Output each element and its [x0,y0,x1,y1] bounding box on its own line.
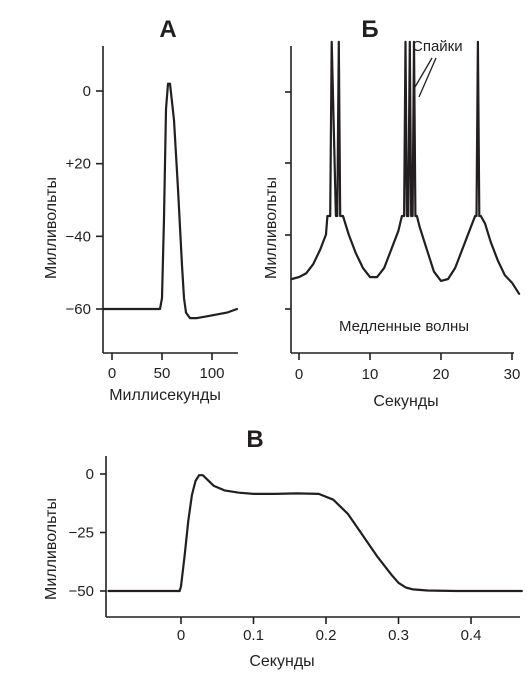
panel-c-x-tick-label: 0.2 [316,627,337,644]
panel-a-action-potential-line [102,82,239,320]
panel-b-spikes-leader-1 [414,57,433,88]
panel-c-y-axis-title: Милливольты [43,498,60,600]
panel-b-slow-waves-annotation: Медленные волны [339,318,469,335]
panel-a-x-tick-label: 100 [199,365,224,382]
panel-c-x-ticks: 0 0.1 0.2 0.3 0.4 [177,617,482,644]
panel-b-y-axis-title: Милливольты [263,177,280,279]
panel-c-y-tick-label: −50 [69,583,94,600]
panel-b-spikes-annotation: Спайки [412,38,463,55]
panel-a-label: А [159,16,176,43]
panel-c-x-tick-label: 0.4 [461,627,482,644]
panel-c: В 0 −25 −50 0 0.1 0.2 0.3 0.4 Милливольты Секу… [43,426,523,670]
panel-a-y-tick-label: −60 [66,301,91,318]
panel-b-spikes-leader-2 [418,57,437,98]
panel-a-y-axis-title: Милливольты [43,177,60,279]
panel-a-x-tick-label: 0 [108,365,116,382]
panel-b-x-ticks: 0 10 20 30 [295,353,521,383]
panel-a-y-tick-label: −40 [66,228,91,245]
panel-a-x-ticks: 0 50 100 [108,353,225,382]
panel-b: Б 0 10 20 30 Спайки Медленные волны Милливо… [263,16,520,410]
panel-a: А 0 +20 −40 −60 0 50 100 Милливольты Миллисек… [43,16,239,404]
panel-a-y-tick-label: 0 [83,83,91,100]
panel-b-label: Б [361,16,378,43]
panel-b-x-tick-label: 30 [504,366,521,383]
panel-b-x-axis-title: Секунды [373,393,438,410]
panel-a-y-tick-label: +20 [66,156,91,173]
panel-c-y-tick-label: 0 [86,466,94,483]
panel-c-x-axis-title: Секунды [249,653,314,670]
panel-b-x-tick-label: 0 [295,366,303,383]
panel-b-x-tick-label: 20 [433,366,450,383]
panel-b-y-ticks [285,91,291,310]
panel-c-label: В [246,426,263,453]
panel-a-x-axis-title: Миллисекунды [109,387,221,404]
panel-c-x-tick-label: 0.1 [243,627,264,644]
panel-c-x-tick-label: 0.3 [388,627,409,644]
panel-c-y-ticks: 0 −25 −50 [69,466,106,600]
panel-c-y-tick-label: −25 [69,525,94,542]
panel-b-slow-waves-line [290,40,521,295]
panel-c-plateau-potential-line [107,474,523,593]
panel-a-y-ticks: 0 +20 −40 −60 [66,83,103,318]
panel-b-x-tick-label: 10 [362,366,379,383]
panel-c-x-tick-label: 0 [177,627,185,644]
panel-a-x-tick-label: 50 [154,365,171,382]
